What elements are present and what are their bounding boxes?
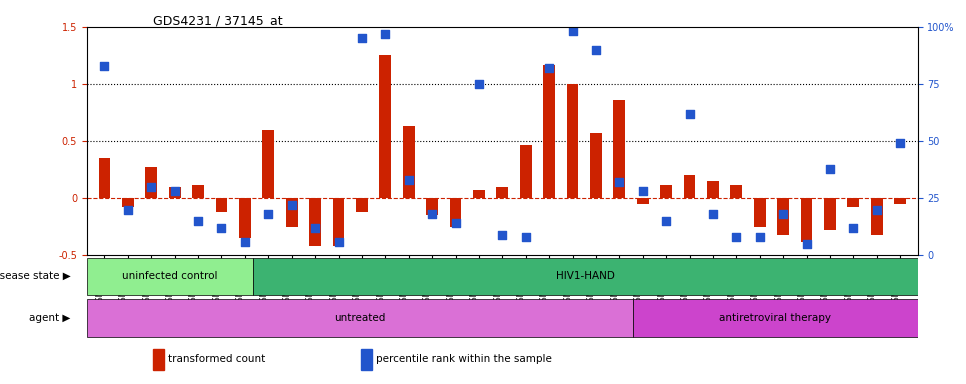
Bar bbox=[192, 185, 204, 198]
Bar bbox=[309, 198, 321, 246]
Point bbox=[144, 184, 159, 190]
Bar bbox=[154, 349, 164, 370]
Text: agent ▶: agent ▶ bbox=[29, 313, 71, 323]
Point bbox=[213, 225, 229, 231]
Point bbox=[635, 189, 650, 195]
Bar bbox=[146, 167, 157, 198]
Bar bbox=[473, 190, 485, 198]
Bar bbox=[801, 198, 812, 242]
FancyBboxPatch shape bbox=[633, 299, 918, 336]
Point bbox=[238, 239, 253, 245]
Point bbox=[495, 232, 510, 238]
Point bbox=[705, 211, 721, 217]
Bar bbox=[449, 198, 462, 227]
Bar bbox=[520, 145, 531, 198]
Point bbox=[401, 177, 416, 183]
Point bbox=[378, 31, 393, 37]
Point bbox=[588, 47, 604, 53]
Bar bbox=[778, 198, 789, 235]
Text: disease state ▶: disease state ▶ bbox=[0, 271, 71, 281]
Bar bbox=[613, 100, 625, 198]
Bar bbox=[122, 198, 133, 207]
Point bbox=[728, 234, 744, 240]
Bar bbox=[871, 198, 883, 235]
Point bbox=[167, 189, 183, 195]
Point bbox=[120, 207, 135, 213]
Bar bbox=[824, 198, 836, 230]
FancyBboxPatch shape bbox=[253, 258, 918, 295]
FancyBboxPatch shape bbox=[87, 258, 253, 295]
Point bbox=[799, 241, 814, 247]
Bar bbox=[543, 65, 555, 198]
Bar bbox=[895, 198, 906, 204]
Point bbox=[284, 202, 299, 208]
Text: transformed count: transformed count bbox=[168, 354, 266, 364]
Bar bbox=[361, 349, 372, 370]
Point bbox=[822, 166, 838, 172]
Text: antiretroviral therapy: antiretroviral therapy bbox=[720, 313, 832, 323]
Bar bbox=[99, 158, 110, 198]
Text: percentile rank within the sample: percentile rank within the sample bbox=[376, 354, 552, 364]
Bar bbox=[403, 126, 414, 198]
Bar bbox=[286, 198, 298, 227]
Point bbox=[97, 63, 112, 69]
Point bbox=[190, 218, 206, 224]
Bar bbox=[239, 198, 251, 238]
Point bbox=[424, 211, 440, 217]
Point bbox=[261, 211, 276, 217]
Bar bbox=[590, 133, 602, 198]
Point bbox=[330, 239, 346, 245]
Point bbox=[518, 234, 533, 240]
Text: GDS4231 / 37145_at: GDS4231 / 37145_at bbox=[154, 14, 283, 27]
Bar bbox=[661, 185, 672, 198]
Bar bbox=[263, 130, 274, 198]
FancyBboxPatch shape bbox=[87, 299, 633, 336]
Bar bbox=[707, 181, 719, 198]
Text: untreated: untreated bbox=[334, 313, 385, 323]
Bar bbox=[730, 185, 742, 198]
Point bbox=[541, 65, 556, 71]
Point bbox=[355, 35, 370, 41]
Point bbox=[448, 220, 464, 227]
Point bbox=[611, 179, 627, 185]
Bar bbox=[356, 198, 368, 212]
Point bbox=[776, 211, 791, 217]
Point bbox=[893, 141, 908, 147]
Bar bbox=[567, 84, 579, 198]
Point bbox=[752, 234, 767, 240]
Bar bbox=[332, 198, 344, 246]
Point bbox=[471, 81, 487, 87]
Point bbox=[565, 28, 581, 35]
Bar bbox=[215, 198, 227, 212]
Bar bbox=[637, 198, 648, 204]
Bar bbox=[847, 198, 859, 207]
Text: uninfected control: uninfected control bbox=[123, 271, 217, 281]
Point bbox=[845, 225, 861, 231]
Point bbox=[682, 111, 697, 117]
Point bbox=[659, 218, 674, 224]
Text: HIV1-HAND: HIV1-HAND bbox=[556, 271, 614, 281]
Bar bbox=[684, 175, 696, 198]
Bar bbox=[169, 187, 181, 198]
Bar bbox=[426, 198, 438, 215]
Bar bbox=[380, 55, 391, 198]
Bar bbox=[497, 187, 508, 198]
Point bbox=[307, 225, 323, 231]
Bar bbox=[753, 198, 766, 227]
Point bbox=[869, 207, 885, 213]
